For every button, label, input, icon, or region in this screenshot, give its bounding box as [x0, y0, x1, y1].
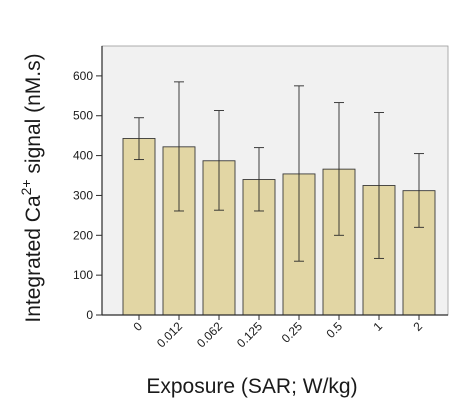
y-tick-label: 0: [86, 308, 93, 322]
x-tick-label: 1: [370, 319, 385, 334]
x-tick-label: 0.012: [154, 319, 185, 350]
y-tick-label: 200: [73, 228, 93, 242]
y-axis: 0 100 200 300 400 500 600: [73, 46, 103, 322]
bar: [202, 160, 236, 316]
y-tick-label: 300: [73, 188, 93, 202]
y-axis-label-prefix: Integrated Ca: [22, 195, 45, 323]
x-tick-label: 0: [130, 319, 145, 334]
bars-group: [122, 138, 436, 316]
x-tick-label: 0.5: [323, 319, 345, 341]
x-tick-label: 0.062: [194, 319, 225, 350]
bar: [122, 138, 156, 316]
y-axis-label-superscript: 2+: [18, 179, 34, 195]
x-axis-label: Exposure (SAR; W/kg): [146, 375, 357, 398]
y-axis-label-suffix: signal (nM.s): [22, 53, 45, 179]
y-tick-label: 500: [73, 109, 93, 123]
y-axis-label: Integrated Ca2+ signal (nM.s): [18, 53, 45, 322]
x-axis: 0 0.012 0.062 0.125 0.25 0.5 1 2: [102, 314, 448, 350]
x-tick-label: 0.25: [279, 319, 306, 346]
y-tick-label: 600: [73, 69, 93, 83]
x-tick-label: 0.125: [234, 319, 265, 350]
error-bars-group: [134, 81, 424, 262]
y-tick-label: 400: [73, 149, 93, 163]
x-tick-label: 2: [410, 319, 425, 334]
y-tick-label: 100: [73, 268, 93, 282]
